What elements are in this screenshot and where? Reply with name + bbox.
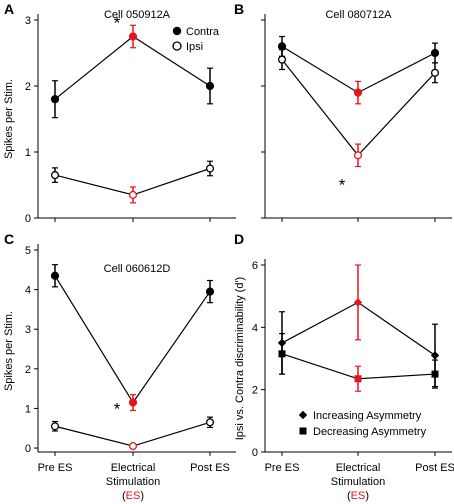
y-tick-label: 0 [25, 213, 31, 225]
data-point [205, 418, 215, 427]
legend-marker [172, 26, 182, 36]
y-tick-label: 2 [25, 81, 31, 93]
panel-b: B Cell 080712A * [234, 1, 452, 222]
data-point [353, 298, 363, 307]
panel-letter: A [4, 1, 14, 17]
legend-marker [299, 427, 307, 435]
panel-letter: D [234, 231, 244, 247]
data-point [430, 68, 440, 77]
data-point [353, 88, 363, 97]
y-tick-label: 6 [252, 260, 258, 272]
data-point [128, 190, 138, 199]
paren-close: ) [365, 490, 369, 502]
data-point [205, 287, 215, 296]
y-axis-label: Spikes per Stim. [3, 79, 15, 159]
chart-title: Cell 080712A [325, 9, 392, 21]
y-tick-label: 2 [252, 385, 258, 397]
x-tick-label: Stimulation [331, 476, 385, 488]
x-tick-label: Post ES [415, 462, 454, 474]
panel-letter: C [4, 231, 14, 247]
panel-c: C Cell 060612D 0 1 2 3 4 5 Spikes per Stim. Pre E… [3, 231, 236, 502]
data-point [205, 164, 215, 173]
es-label: ES [351, 490, 366, 502]
chart-title: Cell 060612D [104, 263, 171, 275]
y-tick-label: 1 [25, 403, 31, 415]
y-tick-label: 5 [25, 245, 31, 257]
y-tick-label: 4 [252, 322, 258, 334]
data-point [430, 351, 440, 360]
y-tick-label: 3 [25, 324, 31, 336]
es-label: ES [126, 490, 141, 502]
y-tick-label: 2 [25, 364, 31, 376]
data-point [128, 442, 138, 451]
y-tick-label: 0 [25, 443, 31, 455]
x-tick-label: Electrical [111, 462, 156, 474]
data-point [205, 81, 215, 91]
x-tick-label: Post ES [190, 462, 230, 474]
paren-open: ( [122, 490, 126, 502]
data-point [50, 422, 60, 431]
significance-star: * [339, 175, 346, 194]
y-axis-label: Spikes per Stim. [3, 311, 15, 391]
y-axis-label: Ipsi vs. Contra discriminability (d') [234, 277, 246, 440]
data-point [353, 151, 363, 160]
series-line [281, 59, 436, 157]
data-point [277, 55, 287, 64]
data-point [50, 271, 60, 280]
data-point [50, 95, 60, 104]
significance-star: * [114, 14, 121, 33]
legend-label: Contra [186, 26, 220, 38]
panel-letter: B [234, 1, 244, 17]
legend-label: Ipsi [186, 41, 203, 53]
y-tick-label: 1 [25, 147, 31, 159]
data-point [128, 32, 138, 41]
x-tick-label-es: (ES) [347, 490, 369, 502]
paren-open: ( [347, 490, 351, 502]
legend-label: Decreasing Asymmetry [313, 426, 427, 438]
data-point [278, 350, 286, 358]
data-point [128, 398, 138, 407]
x-tick-label: Electrical [336, 462, 381, 474]
panel-d: D 0 2 4 6 Ipsi vs. Contra discriminability (d… [234, 231, 454, 502]
chart-title: Cell 050912A [104, 9, 171, 21]
data-point [50, 171, 60, 180]
legend-marker [172, 41, 182, 51]
significance-star: * [114, 399, 121, 418]
y-tick-label: 0 [252, 447, 258, 459]
data-point [354, 375, 362, 383]
y-tick-label: 4 [25, 285, 31, 297]
x-tick-label: Stimulation [106, 476, 160, 488]
x-tick-label: Pre ES [265, 462, 300, 474]
data-point [277, 42, 287, 51]
panel-a: A Cell 050912A 0 1 2 3 Spikes per Stim. * Contra… [3, 1, 236, 225]
y-tick-label: 3 [25, 15, 31, 27]
paren-close: ) [140, 490, 144, 502]
legend-label: Increasing Asymmetry [313, 410, 422, 422]
series-line [54, 275, 211, 404]
data-point [431, 370, 439, 378]
data-point [430, 48, 440, 58]
x-tick-label: Pre ES [38, 462, 73, 474]
x-tick-label-es: (ES) [122, 490, 144, 502]
legend-marker [298, 410, 308, 420]
